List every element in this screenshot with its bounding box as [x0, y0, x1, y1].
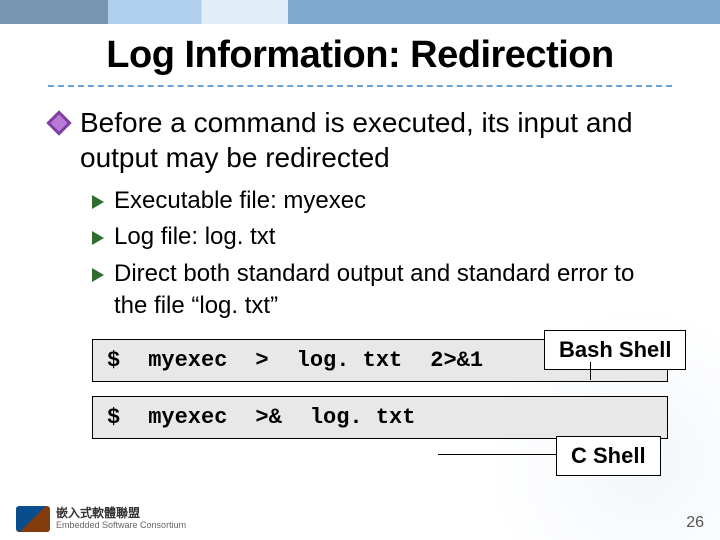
code-file: log. txt: [297, 348, 403, 373]
sub-bullet-list: Executable file: myexec Log file: log. t…: [92, 185, 672, 323]
logo-text-zh: 嵌入式軟體聯盟: [56, 507, 186, 520]
code-prompt: $: [107, 405, 120, 430]
code-op: >: [255, 348, 268, 373]
sub-item-text: Executable file: myexec: [114, 185, 366, 217]
code-cmd: myexec: [148, 405, 227, 430]
sub-item-text: Log file: log. txt: [114, 221, 275, 253]
sub-item: Executable file: myexec: [92, 185, 672, 217]
sub-item-text: Direct both standard output and standard…: [114, 258, 672, 323]
csh-label: C Shell: [556, 436, 661, 476]
bash-label: Bash Shell: [544, 330, 686, 370]
main-bullet-text: Before a command is executed, its input …: [80, 105, 672, 175]
code-prompt: $: [107, 348, 120, 373]
triangle-icon: [92, 195, 104, 209]
page-number: 26: [686, 514, 704, 532]
triangle-icon: [92, 268, 104, 282]
slide-footer: 嵌入式軟體聯盟 Embedded Software Consortium 26: [16, 506, 704, 532]
logo-icon: [16, 506, 50, 532]
triangle-icon: [92, 231, 104, 245]
main-bullet: Before a command is executed, its input …: [48, 105, 672, 175]
sub-item: Log file: log. txt: [92, 221, 672, 253]
code-csh: $ myexec >& log. txt: [92, 396, 668, 439]
footer-logo: 嵌入式軟體聯盟 Embedded Software Consortium: [16, 506, 186, 532]
sub-item: Direct both standard output and standard…: [92, 258, 672, 323]
code-cmd: myexec: [148, 348, 227, 373]
title-divider: [48, 85, 672, 87]
slide-title: Log Information: Redirection: [48, 34, 672, 77]
diamond-icon: [46, 110, 71, 135]
connector-line: [438, 454, 556, 455]
code-op: >&: [255, 405, 281, 430]
connector-line: [590, 362, 591, 380]
code-tail: 2>&1: [430, 348, 483, 373]
code-file: log. txt: [310, 405, 416, 430]
logo-text: 嵌入式軟體聯盟 Embedded Software Consortium: [56, 507, 186, 530]
logo-text-en: Embedded Software Consortium: [56, 521, 186, 531]
